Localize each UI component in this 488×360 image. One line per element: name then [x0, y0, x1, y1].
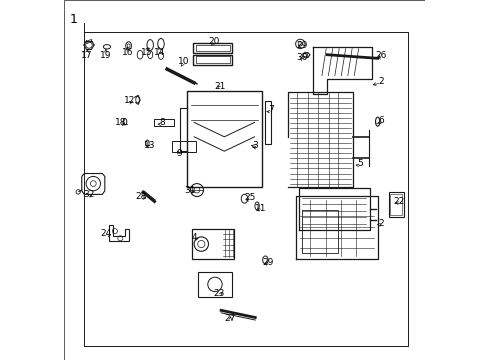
- Text: 30: 30: [296, 53, 307, 62]
- Text: 21: 21: [214, 82, 225, 91]
- Text: 22: 22: [393, 197, 404, 206]
- Text: 2: 2: [378, 77, 384, 85]
- Bar: [192, 229, 233, 259]
- Text: 6: 6: [378, 116, 384, 125]
- Bar: [196, 45, 229, 51]
- Text: 2: 2: [378, 219, 384, 228]
- Text: 18: 18: [114, 118, 126, 127]
- Text: 13: 13: [144, 141, 155, 150]
- Bar: [302, 210, 338, 253]
- Text: 27: 27: [224, 314, 235, 323]
- Text: 25: 25: [244, 194, 255, 202]
- Text: 9: 9: [177, 149, 182, 158]
- Text: 10: 10: [177, 57, 189, 66]
- Text: 32: 32: [83, 190, 95, 199]
- Text: 11: 11: [254, 204, 265, 213]
- Text: 5: 5: [356, 159, 362, 168]
- Bar: [265, 101, 270, 144]
- Text: 12: 12: [124, 96, 136, 105]
- Text: 16: 16: [122, 48, 133, 57]
- Text: 19: 19: [100, 51, 111, 60]
- Text: 4: 4: [191, 233, 197, 242]
- Bar: [389, 194, 401, 215]
- Text: 17: 17: [81, 51, 92, 60]
- Text: 31: 31: [183, 186, 195, 195]
- Text: 29: 29: [262, 258, 273, 267]
- Bar: [193, 43, 232, 53]
- Text: 1: 1: [70, 13, 78, 26]
- Bar: [193, 55, 232, 65]
- Text: 8: 8: [159, 118, 165, 127]
- Bar: [172, 141, 196, 152]
- Text: 20: 20: [208, 37, 219, 46]
- Text: 15: 15: [141, 48, 152, 57]
- Bar: [153, 119, 173, 126]
- Text: 28: 28: [135, 192, 146, 201]
- Bar: [197, 272, 231, 297]
- Text: 3: 3: [252, 141, 258, 150]
- Bar: [196, 56, 229, 63]
- Bar: [387, 192, 403, 217]
- Text: 29: 29: [296, 40, 307, 49]
- Text: 24: 24: [100, 230, 111, 239]
- Text: 23: 23: [213, 289, 224, 298]
- Text: 7: 7: [268, 105, 274, 114]
- Text: 14: 14: [154, 48, 165, 57]
- Text: 26: 26: [375, 51, 386, 60]
